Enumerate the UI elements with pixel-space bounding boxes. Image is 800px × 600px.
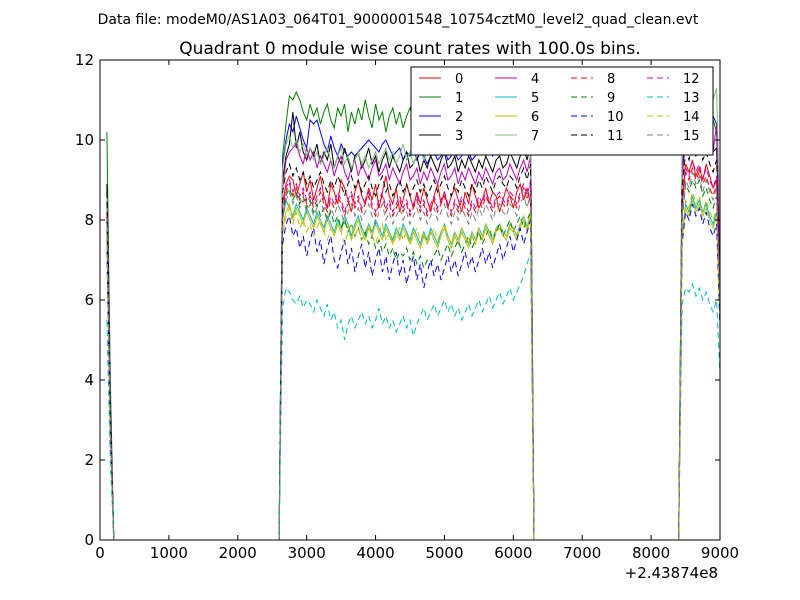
legend-label-15: 15 [683, 129, 700, 144]
legend-label-7: 7 [531, 129, 539, 144]
series-line-9 [106, 178, 720, 540]
x-tick-label: 2000 [219, 544, 257, 562]
legend-label-3: 3 [455, 129, 463, 144]
legend-label-11: 11 [607, 129, 624, 144]
series-line-13 [106, 251, 720, 540]
chart-title: Quadrant 0 module wise count rates with … [179, 39, 640, 59]
y-tick-label: 8 [84, 211, 94, 229]
series-line-2 [106, 102, 720, 540]
legend-label-1: 1 [455, 91, 463, 106]
series-line-10 [106, 203, 720, 540]
series-line-14 [106, 191, 720, 540]
x-tick-label: 4000 [356, 544, 394, 562]
series-line-4 [106, 123, 720, 540]
legend-label-14: 14 [683, 110, 700, 125]
legend-label-10: 10 [607, 110, 624, 125]
y-tick-label: 2 [84, 451, 94, 469]
y-tick-label: 10 [75, 131, 94, 149]
legend-label-6: 6 [531, 110, 539, 125]
series-line-11 [106, 143, 720, 540]
legend-label-9: 9 [607, 91, 615, 106]
legend-label-12: 12 [683, 72, 700, 87]
series-line-1 [106, 90, 720, 540]
legend-label-5: 5 [531, 91, 539, 106]
x-tick-label: 9000 [701, 544, 739, 562]
x-tick-label: 0 [95, 544, 105, 562]
legend-label-8: 8 [607, 72, 615, 87]
x-tick-label: 1000 [150, 544, 188, 562]
series-line-8 [106, 166, 720, 540]
legend-label-13: 13 [683, 91, 700, 106]
x-tick-label: 5000 [425, 544, 463, 562]
series-line-12 [106, 159, 720, 540]
legend-label-4: 4 [531, 72, 539, 87]
y-tick-label: 12 [75, 51, 94, 69]
x-tick-label: 6000 [494, 544, 532, 562]
x-tick-label: 7000 [563, 544, 601, 562]
series-line-0 [106, 159, 720, 540]
x-tick-label: 8000 [632, 544, 670, 562]
legend-label-0: 0 [455, 72, 463, 87]
y-tick-label: 4 [84, 371, 94, 389]
series-line-5 [106, 195, 720, 540]
legend-box [410, 66, 714, 156]
x-tick-label: 3000 [288, 544, 326, 562]
legend-label-2: 2 [455, 110, 463, 125]
axis-ticks: 0 1000 2000 3000 4000 5000 6000 7000 8000 9000 0 2 4… [75, 51, 739, 562]
y-tick-label: 6 [84, 291, 94, 309]
series-layer [106, 79, 720, 540]
series-line-15 [106, 171, 720, 540]
data-file-label: Data file: modeM0/AS1A03_064T01_90000015… [98, 12, 699, 28]
y-tick-label: 0 [84, 531, 94, 549]
x-offset-label: +2.43874e8 [625, 564, 718, 582]
